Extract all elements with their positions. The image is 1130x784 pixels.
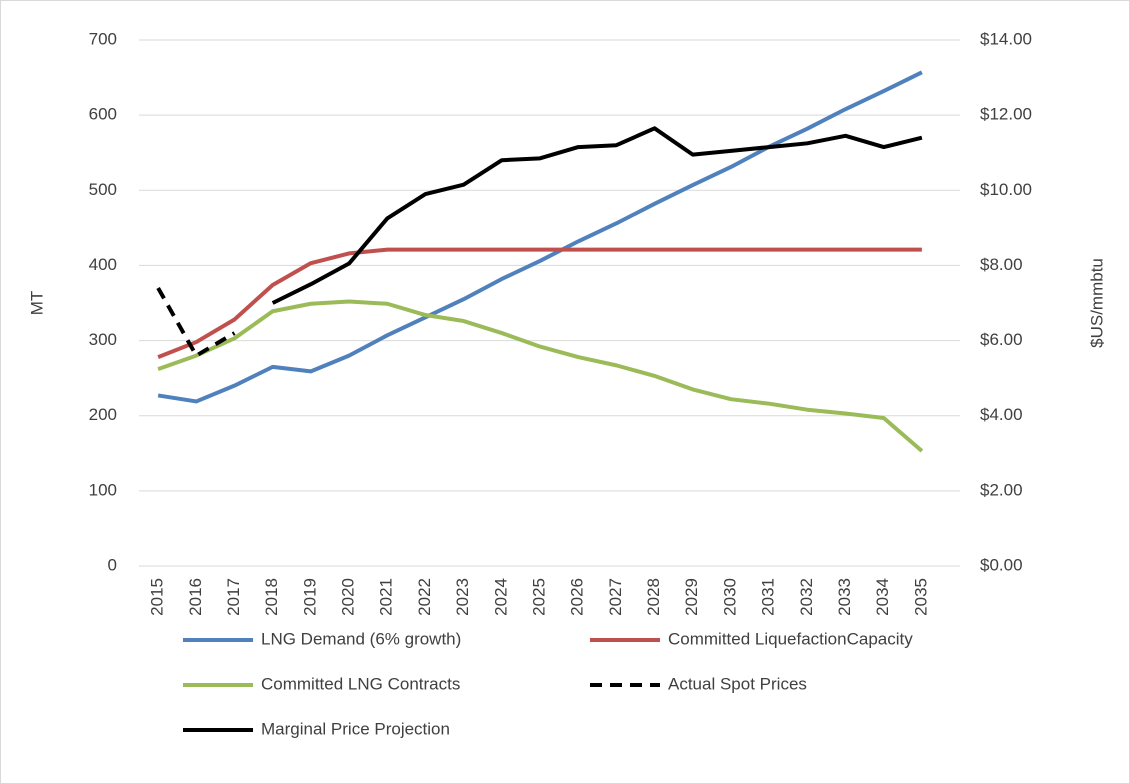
x-tick-label: 2033 — [835, 578, 854, 616]
legend-label: Committed LNG Contracts — [261, 674, 460, 693]
y-tick-label: 300 — [89, 330, 117, 349]
x-tick-label: 2028 — [644, 578, 663, 616]
x-tick-label: 2021 — [377, 578, 396, 616]
x-tick-label: 2024 — [491, 578, 510, 616]
y-axis-title: MT — [27, 291, 46, 316]
x-tick-label: 2026 — [568, 578, 587, 616]
y2-tick-label: $2.00 — [980, 480, 1023, 499]
x-tick-label: 2030 — [720, 578, 739, 616]
x-tick-label: 2035 — [911, 578, 930, 616]
x-tick-label: 2025 — [529, 578, 548, 616]
y2-tick-label: $12.00 — [980, 105, 1032, 124]
y-tick-label: 400 — [89, 255, 117, 274]
x-tick-label: 2022 — [415, 578, 434, 616]
x-tick-label: 2023 — [453, 578, 472, 616]
y-tick-label: 200 — [89, 405, 117, 424]
x-tick-label: 2031 — [759, 578, 778, 616]
series-line — [156, 286, 236, 358]
y-tick-label: 600 — [89, 105, 117, 124]
y2-tick-label: $10.00 — [980, 180, 1032, 199]
x-tick-label: 2034 — [873, 578, 892, 616]
series-line — [157, 70, 923, 404]
x-tick-label: 2029 — [682, 578, 701, 616]
legend-label: Committed LiquefactionCapacity — [668, 629, 913, 648]
y2-tick-label: $4.00 — [980, 405, 1023, 424]
x-tick-label: 2019 — [300, 578, 319, 616]
y2-axis-title: $US/mmbtu — [1087, 258, 1106, 348]
y2-tick-label: $6.00 — [980, 330, 1023, 349]
y-tick-label: 700 — [89, 29, 117, 48]
x-tick-label: 2016 — [186, 578, 205, 616]
series-line — [271, 126, 923, 305]
y-tick-label: 100 — [89, 480, 117, 499]
y2-tick-label: $14.00 — [980, 29, 1032, 48]
x-tick-label: 2017 — [224, 578, 243, 616]
x-tick-label: 2020 — [339, 578, 358, 616]
series-line — [157, 247, 922, 359]
x-tick-label: 2015 — [148, 578, 167, 616]
x-tick-label: 2018 — [262, 578, 281, 616]
legend-label: Marginal Price Projection — [261, 719, 450, 738]
y2-tick-label: $0.00 — [980, 555, 1023, 574]
legend-label: LNG Demand (6% growth) — [261, 629, 461, 648]
x-tick-label: 2032 — [797, 578, 816, 616]
y-tick-label: 0 — [108, 555, 117, 574]
y-tick-label: 500 — [89, 180, 117, 199]
y2-tick-label: $8.00 — [980, 255, 1023, 274]
series-line — [157, 299, 924, 453]
legend-label: Actual Spot Prices — [668, 674, 807, 693]
x-tick-label: 2027 — [606, 578, 625, 616]
